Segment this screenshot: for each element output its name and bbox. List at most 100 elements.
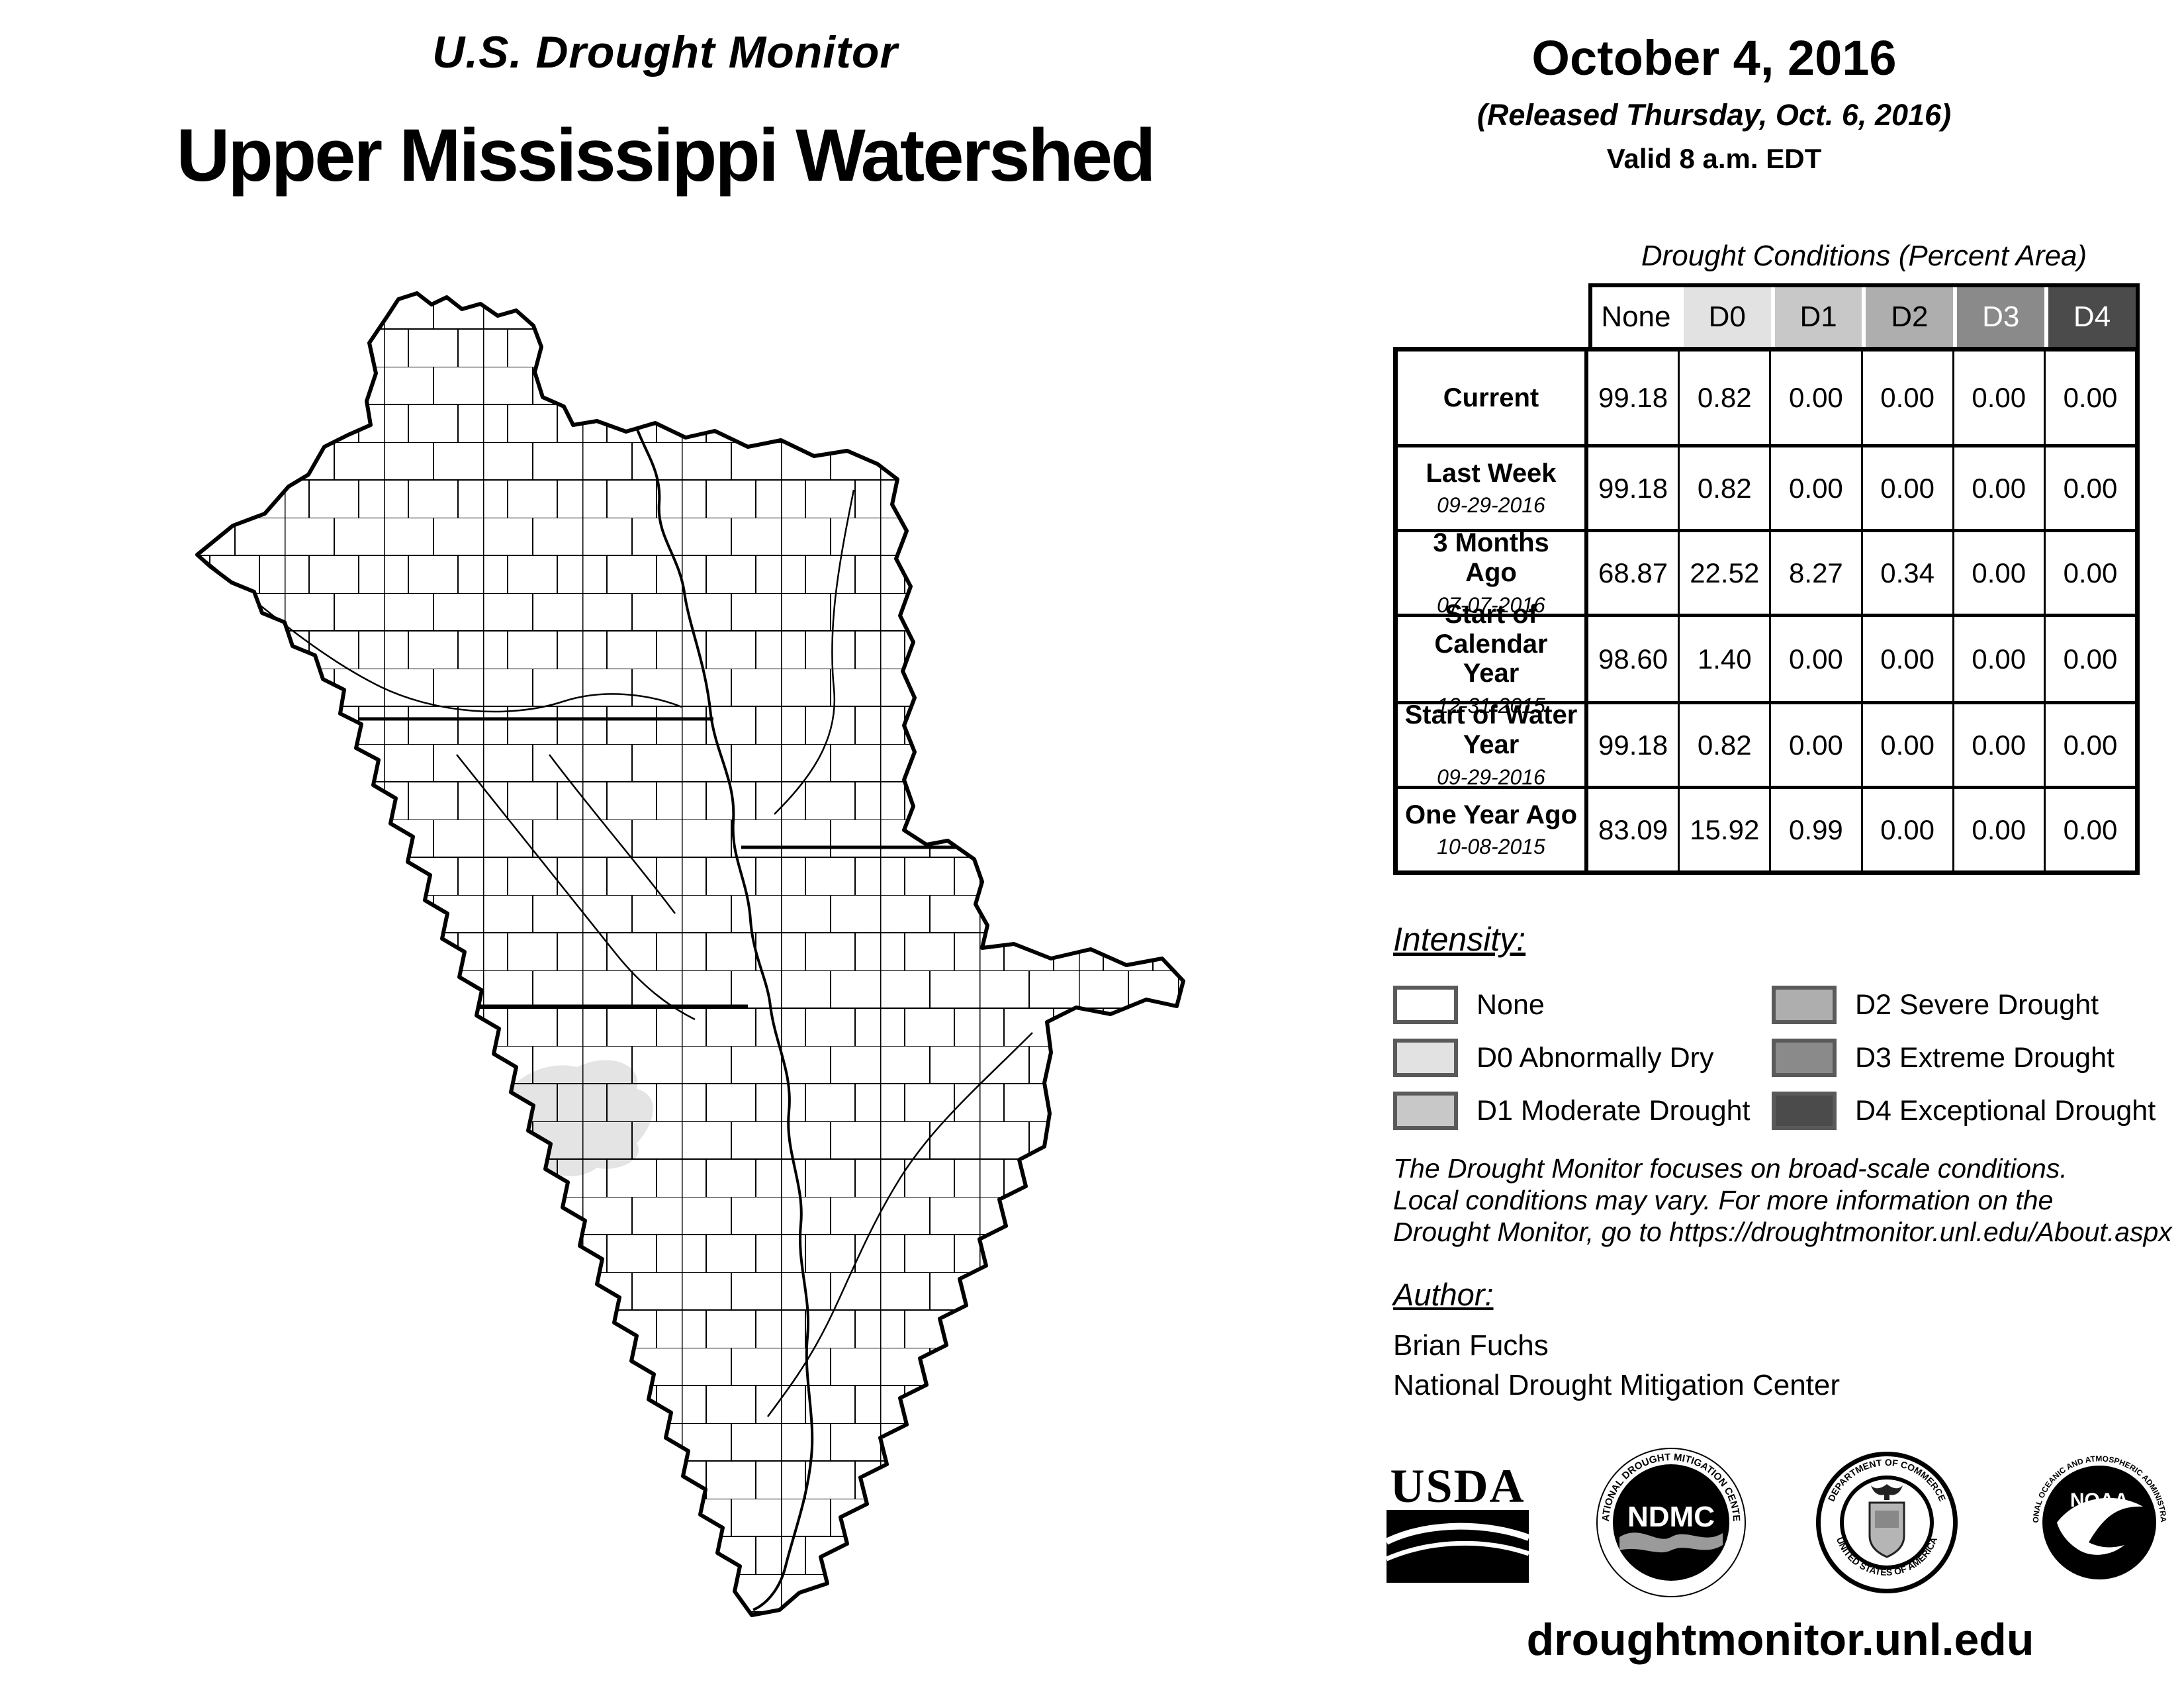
doc-eagle-icon xyxy=(1870,1484,1903,1500)
value-cell: 99.18 xyxy=(1598,472,1668,504)
row-date: 12-31-2015 xyxy=(1437,694,1545,718)
legend-swatch xyxy=(1772,986,1837,1024)
value-cell: 0.00 xyxy=(2043,532,2135,614)
state-borders xyxy=(359,717,981,1008)
legend-item: D2 Severe Drought xyxy=(1772,978,2167,1031)
ndmc-logo: NATIONAL DROUGHT MITIGATION CENTER UNIVE… xyxy=(1594,1446,1747,1597)
table-row: Start of Calendar Year 12-31-2015 98.60 1.4… xyxy=(1398,600,2135,718)
value-cell: 0.82 xyxy=(1678,704,1769,786)
value-cell: 99.18 xyxy=(1598,382,1668,413)
row-date: 10-08-2015 xyxy=(1437,835,1545,859)
value-cell: 0.00 xyxy=(1860,352,1952,444)
legend-label: D3 Extreme Drought xyxy=(1855,1041,2115,1074)
table-row: 3 Months Ago 07-07-2016 68.87 22.52 8.27 0.34… xyxy=(1398,528,2135,617)
value-cell: 0.00 xyxy=(2043,447,2135,529)
value-cell: 0.00 xyxy=(2043,352,2135,444)
legend-swatch xyxy=(1772,1092,1837,1130)
usda-logo: USDA xyxy=(1387,1450,1529,1595)
author-name: Brian Fuchs xyxy=(1393,1329,1549,1362)
valid-time: Valid 8 a.m. EDT xyxy=(1606,143,1822,174)
table-row: One Year Ago 10-08-2015 83.09 15.92 0.99 0.00… xyxy=(1398,786,2135,870)
legend-label: D1 Moderate Drought xyxy=(1477,1094,1751,1127)
value-cell: 99.18 xyxy=(1598,729,1668,761)
disclaimer-line: Local conditions may vary. For more info… xyxy=(1393,1184,2054,1215)
des-moines-river xyxy=(456,754,696,1021)
value-cell: 0.00 xyxy=(2043,617,2135,701)
logo-row: USDA NATIONAL DROUGHT MITIGATION CENTER … xyxy=(1387,1436,2174,1609)
value-cell: 0.00 xyxy=(1860,617,1952,701)
ndmc-wave-icon xyxy=(1619,1532,1723,1553)
table-row: Current 99.18 0.82 0.00 0.00 0.00 0.00 xyxy=(1398,352,2135,444)
column-header-d1: D1 xyxy=(1774,287,1862,347)
legend-item: D0 Abnormally Dry xyxy=(1393,1031,1772,1084)
page-title: Upper Mississippi Watershed xyxy=(176,114,1156,197)
illinois-river xyxy=(766,1032,1033,1417)
row-label: Start of Calendar Year 12-31-2015 xyxy=(1398,600,1588,718)
author-org: National Drought Mitigation Center xyxy=(1393,1369,1841,1401)
noaa-bird-icon xyxy=(2056,1497,2143,1555)
column-header-d0: D0 xyxy=(1683,287,1771,347)
value-cell: 0.00 xyxy=(2043,789,2135,870)
value-cell: 0.00 xyxy=(1860,447,1952,529)
legend-label: None xyxy=(1477,988,1545,1021)
legend-label: D4 Exceptional Drought xyxy=(1855,1094,2156,1127)
disclaimer-line: Drought Monitor, go to https://droughtmo… xyxy=(1393,1216,2172,1247)
value-cell: 0.00 xyxy=(1952,532,2044,614)
row-label: 3 Months Ago 07-07-2016 xyxy=(1398,528,1588,617)
legend-item: D3 Extreme Drought xyxy=(1772,1031,2167,1084)
doc-shield-inner xyxy=(1874,1511,1899,1528)
watershed-map xyxy=(195,291,1185,1617)
legend-swatch xyxy=(1772,1039,1837,1077)
legend-swatch xyxy=(1393,1092,1458,1130)
value-cell: 0.82 xyxy=(1678,447,1769,529)
legend-label: D0 Abnormally Dry xyxy=(1477,1041,1714,1074)
table-body: Current 99.18 0.82 0.00 0.00 0.00 0.00 Last Wee… xyxy=(1393,347,2140,875)
value-cell: 22.52 xyxy=(1678,532,1769,614)
column-header-d2: D2 xyxy=(1866,287,1954,347)
legend-item: None xyxy=(1393,978,1772,1031)
wisconsin-river xyxy=(774,489,855,815)
value-cell: 0.34 xyxy=(1860,532,1952,614)
legend-item: D1 Moderate Drought xyxy=(1393,1084,1772,1137)
value-cell: 68.87 xyxy=(1598,557,1668,588)
disclaimer-line: The Drought Monitor focuses on broad-sca… xyxy=(1393,1153,2068,1184)
value-cell: 0.00 xyxy=(1952,704,2044,786)
ndmc-logo-text: NDMC xyxy=(1627,1501,1715,1533)
legend-item: D4 Exceptional Drought xyxy=(1772,1084,2167,1137)
table-row: Start of Water Year 09-29-2016 99.18 0.82 0.… xyxy=(1398,700,2135,789)
table-header: None D0 D1 D2 D3 D4 xyxy=(1588,283,2140,347)
value-cell: 0.00 xyxy=(1769,352,1860,444)
value-cell: 0.00 xyxy=(1952,447,2044,529)
column-header-none: None xyxy=(1592,287,1680,347)
legend-grid: None D0 Abnormally Dry D1 Moderate Drought… xyxy=(1393,978,2167,1137)
watershed-outline xyxy=(195,291,1185,1617)
value-cell: 0.00 xyxy=(1952,352,2044,444)
legend-swatch xyxy=(1393,986,1458,1024)
value-cell: 0.99 xyxy=(1769,789,1860,870)
value-cell: 1.40 xyxy=(1678,617,1769,701)
usda-logo-text: USDA xyxy=(1390,1460,1525,1513)
report-kicker: U.S. Drought Monitor xyxy=(432,27,898,77)
released-date: (Released Thursday, Oct. 6, 2016) xyxy=(1477,98,1952,132)
value-cell: 0.00 xyxy=(1860,789,1952,870)
table-row: Last Week 09-29-2016 99.18 0.82 0.00 0.00 0.00… xyxy=(1398,444,2135,529)
row-label: Last Week 09-29-2016 xyxy=(1398,447,1588,529)
county-grid xyxy=(197,293,1183,1615)
row-label: Current xyxy=(1398,352,1588,444)
usda-swoosh-icon xyxy=(1387,1510,1529,1583)
value-cell: 15.92 xyxy=(1678,789,1769,870)
row-label: Start of Water Year 09-29-2016 xyxy=(1398,700,1588,789)
row-date: 09-29-2016 xyxy=(1437,493,1545,518)
legend-label: D2 Severe Drought xyxy=(1855,988,2099,1021)
value-cell: 0.00 xyxy=(1952,789,2044,870)
value-cell: 0.00 xyxy=(1860,704,1952,786)
legend-heading: Intensity: xyxy=(1393,921,1526,958)
column-header-d3: D3 xyxy=(1957,287,2045,347)
row-date: 07-07-2016 xyxy=(1437,592,1545,617)
doc-logo: DEPARTMENT OF COMMERCE UNITED STATES OF … xyxy=(1815,1452,1958,1593)
river-lines xyxy=(206,420,1033,1611)
author-heading: Author: xyxy=(1393,1277,1494,1312)
disclaimer-text: The Drought Monitor focuses on broad-sca… xyxy=(1393,1153,2184,1248)
report-date: October 4, 2016 xyxy=(1531,30,1897,85)
table-title: Drought Conditions (Percent Area) xyxy=(1641,240,2087,272)
